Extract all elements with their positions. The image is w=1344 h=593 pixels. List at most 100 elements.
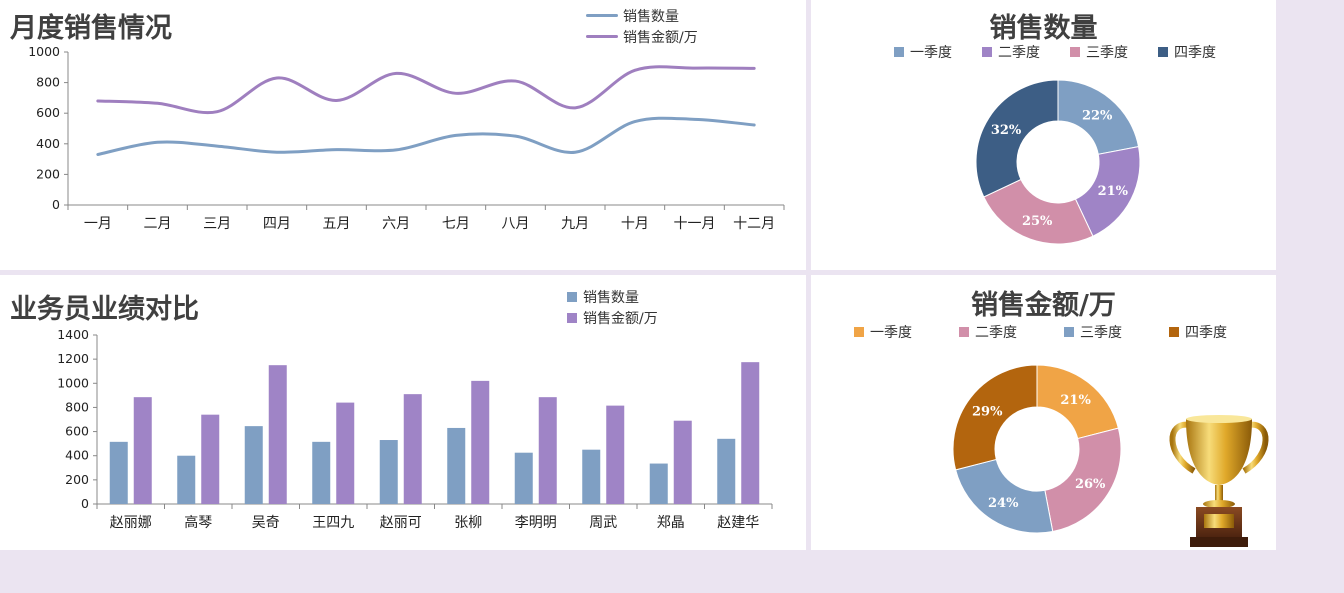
bar-amount bbox=[268, 365, 287, 504]
x-tick-label: 周武 bbox=[589, 515, 617, 531]
bar-amount bbox=[133, 397, 152, 504]
legend-item-quantity: 销售数量 bbox=[586, 5, 698, 26]
legend-line-amount bbox=[586, 35, 618, 38]
donut-value-label: 26% bbox=[1075, 477, 1106, 492]
x-tick-label: 七月 bbox=[442, 216, 470, 232]
donut-slice-q2 bbox=[1044, 427, 1122, 533]
y-tick-label: 200 bbox=[65, 472, 89, 487]
legend-swatch-q3 bbox=[1064, 326, 1074, 337]
donut-slice-q1 bbox=[1057, 79, 1140, 155]
legend-swatch-q2 bbox=[959, 326, 969, 337]
monthly-sales-title: 月度销售情况 bbox=[10, 13, 172, 44]
bar-amount bbox=[336, 402, 355, 504]
legend-label-amount: 销售金额/万 bbox=[623, 29, 698, 46]
x-tick-label: 十一月 bbox=[674, 216, 716, 232]
legend-label-q3: 三季度 bbox=[1080, 324, 1122, 341]
legend-swatch-amount bbox=[567, 312, 577, 323]
staff-performance-title: 业务员业绩对比 bbox=[10, 294, 199, 325]
y-tick-label: 800 bbox=[36, 75, 60, 90]
y-tick-label: 1200 bbox=[57, 351, 89, 366]
bar-quantity bbox=[514, 452, 533, 504]
y-tick-label: 600 bbox=[65, 424, 89, 439]
legend-item-q3: 三季度 bbox=[1064, 321, 1169, 342]
bar-quantity bbox=[582, 449, 601, 504]
legend-item-amount: 销售金额/万 bbox=[567, 307, 658, 328]
legend-label-quantity: 销售数量 bbox=[623, 8, 679, 25]
legend-swatch-q2 bbox=[982, 46, 992, 57]
x-tick-label: 赵建华 bbox=[717, 515, 759, 531]
x-tick-label: 六月 bbox=[382, 216, 410, 232]
legend-item-q1: 一季度 bbox=[894, 41, 982, 62]
donut-value-label: 32% bbox=[991, 123, 1022, 138]
amount-donut-chart: 21% 26% 24% 29% bbox=[952, 364, 1122, 534]
legend-label-q4: 四季度 bbox=[1174, 44, 1216, 61]
bar-quantity bbox=[109, 441, 128, 504]
legend-item-quantity: 销售数量 bbox=[567, 286, 658, 307]
x-tick-label: 赵丽可 bbox=[380, 515, 422, 531]
legend-line-quantity bbox=[586, 14, 618, 17]
legend-label-q2: 二季度 bbox=[998, 44, 1040, 61]
x-tick-label: 十月 bbox=[621, 216, 649, 232]
legend-item-q4: 四季度 bbox=[1158, 41, 1246, 62]
x-tick-label: 二月 bbox=[144, 216, 172, 232]
x-tick-label: 李明明 bbox=[515, 515, 557, 531]
staff-performance-legend: 销售数量 销售金额/万 bbox=[567, 286, 658, 328]
y-tick-label: 1000 bbox=[28, 44, 60, 59]
quantity-donut-chart: 22% 21% 25% 32% bbox=[975, 79, 1141, 245]
trophy-icon bbox=[1169, 415, 1269, 547]
bar-quantity bbox=[649, 463, 668, 504]
staff-performance-bar-chart: 0 200 400 600 800 1000 1200 1400 赵丽娜 高琴 吴奇 王四九 赵丽可 张柳… bbox=[57, 327, 773, 531]
bar-quantity bbox=[244, 426, 263, 504]
donut-value-label: 21% bbox=[1098, 184, 1129, 199]
bar-quantity bbox=[447, 427, 466, 504]
x-tick-label: 五月 bbox=[323, 216, 351, 232]
y-tick-label: 0 bbox=[81, 496, 89, 511]
bar-amount bbox=[606, 405, 625, 504]
donut-value-label: 21% bbox=[1060, 393, 1091, 408]
quantity-donut-legend: 一季度 二季度 三季度 四季度 bbox=[894, 41, 1246, 62]
monthly-sales-panel: 0 200 400 600 800 1000 一月 二月 三月 四月 五月 六月 七月 八月 九月 十月 十一月… bbox=[0, 0, 806, 270]
staff-performance-panel: 0 200 400 600 800 1000 1200 1400 赵丽娜 高琴 吴奇 王四九 赵丽可 张柳… bbox=[0, 275, 806, 550]
bar-amount bbox=[673, 420, 692, 504]
legend-item-amount: 销售金额/万 bbox=[586, 26, 698, 47]
bar-quantity bbox=[177, 455, 196, 504]
legend-swatch-q4 bbox=[1158, 46, 1168, 57]
donut-slice-q4 bbox=[975, 79, 1059, 198]
y-tick-label: 400 bbox=[65, 448, 89, 463]
x-tick-label: 赵丽娜 bbox=[110, 515, 152, 531]
bar-amount bbox=[201, 414, 220, 504]
x-tick-label: 九月 bbox=[561, 216, 589, 232]
quantity-donut-title: 销售数量 bbox=[989, 13, 1098, 44]
x-tick-label: 吴奇 bbox=[252, 514, 280, 531]
legend-swatch-q1 bbox=[894, 46, 904, 57]
y-tick-label: 1400 bbox=[57, 327, 89, 342]
donut-value-label: 22% bbox=[1082, 109, 1113, 124]
x-tick-label: 高琴 bbox=[184, 514, 212, 531]
x-tick-label: 郑晶 bbox=[657, 515, 685, 531]
legend-swatch-q1 bbox=[854, 326, 864, 337]
donut-slice-q3 bbox=[955, 458, 1054, 534]
bar-amount bbox=[403, 394, 422, 504]
bar-amount bbox=[538, 397, 557, 504]
amount-donut-panel: 21% 26% 24% 29% 销售金额/万 一季度 二季度 三季度 四季度 bbox=[811, 275, 1276, 550]
x-tick-label: 四月 bbox=[263, 216, 291, 232]
amount-donut-legend: 一季度 二季度 三季度 四季度 bbox=[854, 321, 1274, 342]
legend-label-q2: 二季度 bbox=[975, 324, 1017, 341]
legend-label-amount: 销售金额/万 bbox=[583, 310, 658, 327]
legend-label-q4: 四季度 bbox=[1185, 324, 1227, 341]
legend-item-q4: 四季度 bbox=[1169, 321, 1274, 342]
legend-label-quantity: 销售数量 bbox=[583, 289, 639, 306]
monthly-sales-legend: 销售数量 销售金额/万 bbox=[586, 5, 698, 47]
x-tick-label: 一月 bbox=[84, 216, 112, 232]
donut-slice-q4 bbox=[952, 364, 1038, 471]
quantity-donut-panel: 22% 21% 25% 32% 销售数量 一季度 二季度 三季度 四季度 bbox=[811, 0, 1276, 270]
x-tick-label: 八月 bbox=[502, 216, 530, 232]
bar-quantity bbox=[312, 441, 331, 504]
legend-item-q2: 二季度 bbox=[959, 321, 1064, 342]
y-tick-label: 600 bbox=[36, 105, 60, 120]
donut-value-label: 24% bbox=[988, 496, 1019, 511]
x-tick-label: 张柳 bbox=[454, 514, 482, 531]
bar-quantity bbox=[379, 440, 398, 504]
bar-quantity bbox=[717, 438, 736, 504]
y-tick-label: 1000 bbox=[57, 375, 89, 390]
